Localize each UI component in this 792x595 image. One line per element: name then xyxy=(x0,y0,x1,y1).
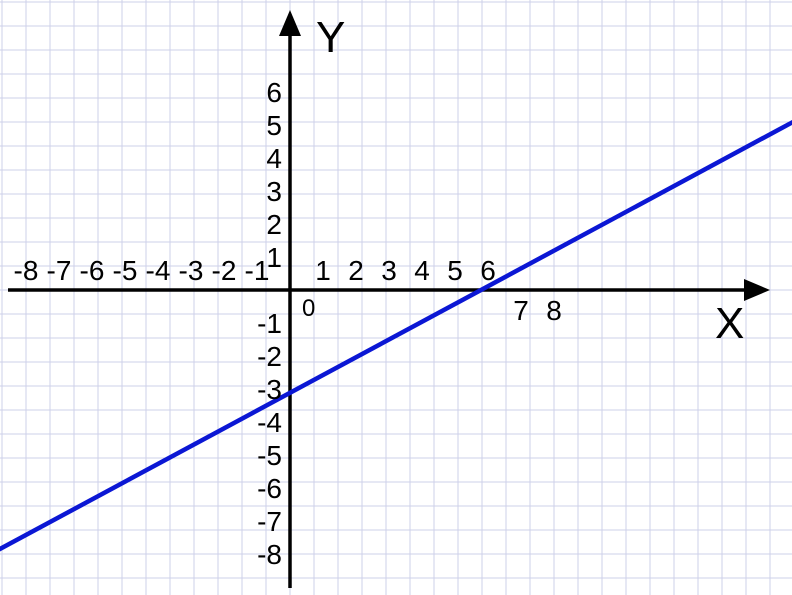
y-tick-4: 4 xyxy=(266,143,282,174)
y-tick--3: -3 xyxy=(257,374,282,405)
y-axis-label: Y xyxy=(316,13,345,62)
y-tick-5: 5 xyxy=(266,110,282,141)
x-axis-label: X xyxy=(715,299,744,348)
x-tick-7: 7 xyxy=(513,295,529,326)
x-tick-6: 6 xyxy=(480,255,496,286)
y-tick--2: -2 xyxy=(257,341,282,372)
series-line1 xyxy=(0,109,792,571)
x-tick--6: -6 xyxy=(80,255,105,286)
x-tick-8: 8 xyxy=(546,295,562,326)
y-tick-3: 3 xyxy=(266,176,282,207)
x-tick-5: 5 xyxy=(447,255,463,286)
y-tick--7: -7 xyxy=(257,506,282,537)
line-series xyxy=(0,109,792,571)
y-tick--5: -5 xyxy=(257,440,282,471)
x-tick--5: -5 xyxy=(113,255,138,286)
x-tick-1: 1 xyxy=(315,255,331,286)
y-tick-6: 6 xyxy=(266,77,282,108)
x-tick--7: -7 xyxy=(47,255,72,286)
x-tick--2: -2 xyxy=(212,255,237,286)
x-tick--8: -8 xyxy=(14,255,39,286)
x-tick--4: -4 xyxy=(146,255,171,286)
x-tick-3: 3 xyxy=(381,255,397,286)
y-tick--1: -1 xyxy=(257,308,282,339)
coordinate-plane-chart: -8-7-6-5-4-3-2-112345678-8-7-6-5-4-3-2-1… xyxy=(0,0,792,595)
y-tick--8: -8 xyxy=(257,539,282,570)
y-tick--4: -4 xyxy=(257,407,282,438)
x-tick-4: 4 xyxy=(414,255,430,286)
y-tick-2: 2 xyxy=(266,209,282,240)
y-tick-1: 1 xyxy=(266,242,282,273)
x-tick-2: 2 xyxy=(348,255,364,286)
grid xyxy=(0,0,792,595)
origin-label: 0 xyxy=(302,295,315,322)
x-tick--3: -3 xyxy=(179,255,204,286)
y-tick--6: -6 xyxy=(257,473,282,504)
